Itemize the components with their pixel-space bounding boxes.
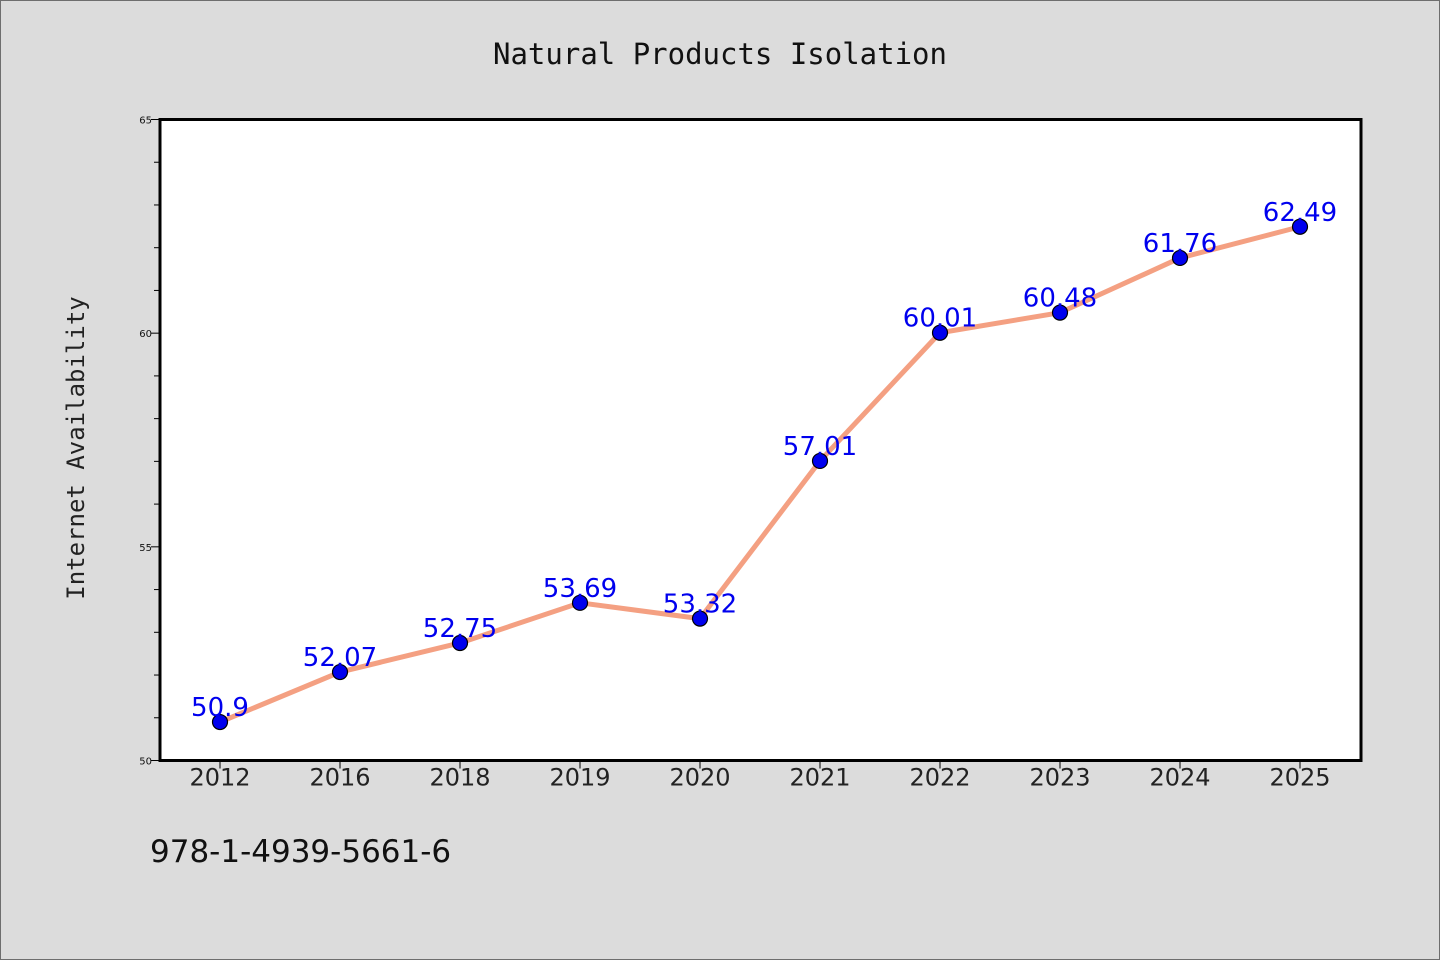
data-point bbox=[811, 452, 829, 470]
y-tick-label: 65 bbox=[139, 116, 152, 127]
isbn-code: 978-1-4939-5661-6 bbox=[150, 834, 452, 870]
x-tick-label: 2023 bbox=[1029, 764, 1090, 792]
x-tick-label: 2016 bbox=[309, 764, 370, 792]
data-label: 52.75 bbox=[423, 614, 497, 644]
y-axis: 50 55 60 65 bbox=[139, 116, 160, 768]
x-axis: 2012 2016 2018 2019 2020 2021 2022 2023 2024 2025 bbox=[189, 760, 1331, 792]
data-label: 62.49 bbox=[1263, 198, 1337, 228]
data-point bbox=[211, 713, 229, 731]
x-tick-label: 2018 bbox=[429, 764, 490, 792]
data-label: 50.9 bbox=[191, 693, 249, 723]
y-tick-label: 55 bbox=[139, 543, 152, 554]
x-tick-label: 2019 bbox=[549, 764, 610, 792]
data-point bbox=[571, 594, 589, 611]
data-label: 52.07 bbox=[303, 643, 377, 673]
series-line bbox=[217, 224, 1303, 725]
x-tick-label: 2022 bbox=[909, 764, 970, 792]
data-point bbox=[331, 663, 349, 681]
x-tick-label: 2024 bbox=[1149, 764, 1210, 792]
y-tick-label: 50 bbox=[139, 757, 152, 768]
data-label: 60.01 bbox=[903, 304, 977, 334]
data-point bbox=[1291, 218, 1309, 235]
x-tick-label: 2020 bbox=[669, 764, 730, 792]
data-point bbox=[931, 324, 949, 341]
data-label: 61.76 bbox=[1143, 229, 1217, 259]
data-label: 57.01 bbox=[783, 432, 857, 462]
data-point bbox=[451, 634, 469, 652]
data-label: 53.69 bbox=[543, 574, 617, 604]
y-axis-label: Internet Availability bbox=[62, 296, 90, 599]
plot-area bbox=[158, 118, 1363, 762]
y-tick-label: 60 bbox=[139, 329, 152, 340]
chart-title: Natural Products Isolation bbox=[493, 37, 947, 71]
data-point bbox=[1171, 249, 1189, 267]
data-point bbox=[691, 610, 709, 627]
x-tick-label: 2021 bbox=[789, 764, 850, 792]
data-label: 60.48 bbox=[1023, 284, 1097, 314]
data-label: 53.32 bbox=[663, 590, 737, 620]
x-tick-label: 2012 bbox=[189, 764, 250, 792]
x-tick-label: 2025 bbox=[1269, 764, 1330, 792]
series-layer: 50.9 52.07 52.75 53.69 53.32 57.01 60.01 60.48 6… bbox=[191, 198, 1337, 731]
data-point bbox=[1051, 304, 1069, 321]
